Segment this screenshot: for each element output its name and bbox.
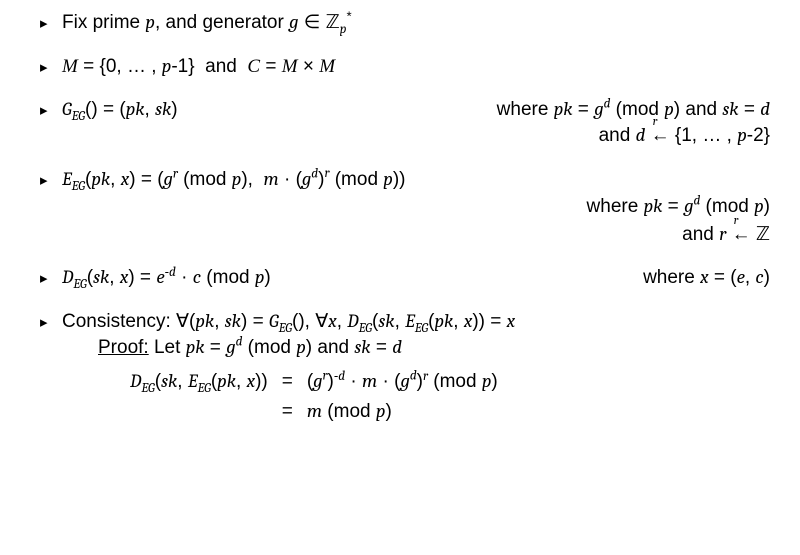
bullet-item-4: ▸ EEG(pk, x) = (gr (mod p), m · (gd)r (m… <box>40 167 770 248</box>
bullet4-main: EEG(pk, x) = (gr (mod p), m · (gd)r (mod… <box>62 167 770 193</box>
bullet-body-3: GEG() = (pk, sk) where pk = gd (mod p) a… <box>62 97 770 148</box>
bullet-marker: ▸ <box>40 265 62 289</box>
bullet5-right: where x = (e, c) <box>271 265 770 291</box>
bullet4-where1: where pk = gd (mod p) <box>62 194 770 220</box>
bullet-item-1: ▸ Fix prime p, and generator g ∈ ℤp* <box>40 10 770 36</box>
bullet-item-2: ▸ M = {0, … , p-1} and C = M × M <box>40 54 770 80</box>
bullet-marker: ▸ <box>40 97 62 121</box>
bullet-body-5: DEG(sk, x) = e-d · c (mod p) where x = (… <box>62 265 770 291</box>
bullet-marker: ▸ <box>40 54 62 78</box>
bullet-text-2: M = {0, … , p-1} and C = M × M <box>62 54 770 80</box>
proof-line: Proof: Let pk = gd (mod p) and sk = d <box>62 335 770 361</box>
bullet-marker: ▸ <box>40 309 62 333</box>
bullet4-where2: and r ←r ℤ <box>62 222 770 248</box>
bullet3-where1: where pk = gd (mod p) and sk = d <box>198 97 770 123</box>
bullet-marker: ▸ <box>40 10 62 34</box>
slide-content: ▸ Fix prime p, and generator g ∈ ℤp* ▸ M… <box>0 0 800 442</box>
eq-equals-1: = <box>276 368 299 396</box>
consistency-line: Consistency: ∀(pk, sk) = GEG(), ∀x, DEG(… <box>62 309 770 335</box>
proof-equation: DEG(sk, EEG(pk, x)) = (gr)-d · m · (gd)r… <box>122 366 506 427</box>
bullet3-where2: and d ←r {1, … , p-2} <box>198 123 770 149</box>
bullet3-right: where pk = gd (mod p) and sk = d and d ←… <box>178 97 770 148</box>
eq-equals-2: = <box>276 398 299 426</box>
bullet-text-1: Fix prime p, and generator g ∈ ℤp* <box>62 10 770 36</box>
bullet3-left: GEG() = (pk, sk) <box>62 97 178 123</box>
eq-rhs-2: m (mod p) <box>301 398 504 426</box>
bullet-item-5: ▸ DEG(sk, x) = e-d · c (mod p) where x =… <box>40 265 770 291</box>
eq-rhs-1: (gr)-d · m · (gd)r (mod p) <box>301 368 504 396</box>
eq-lhs: DEG(sk, EEG(pk, x)) <box>124 368 274 396</box>
bullet3-row: GEG() = (pk, sk) where pk = gd (mod p) a… <box>62 97 770 148</box>
bullet5-row: DEG(sk, x) = e-d · c (mod p) where x = (… <box>62 265 770 291</box>
bullet-item-3: ▸ GEG() = (pk, sk) where pk = gd (mod p)… <box>40 97 770 148</box>
bullet-body-6: Consistency: ∀(pk, sk) = GEG(), ∀x, DEG(… <box>62 309 770 428</box>
bullet-marker: ▸ <box>40 167 62 191</box>
bullet5-left: DEG(sk, x) = e-d · c (mod p) <box>62 265 271 291</box>
bullet-body-4: EEG(pk, x) = (gr (mod p), m · (gd)r (mod… <box>62 167 770 248</box>
bullet-item-6: ▸ Consistency: ∀(pk, sk) = GEG(), ∀x, DE… <box>40 309 770 428</box>
